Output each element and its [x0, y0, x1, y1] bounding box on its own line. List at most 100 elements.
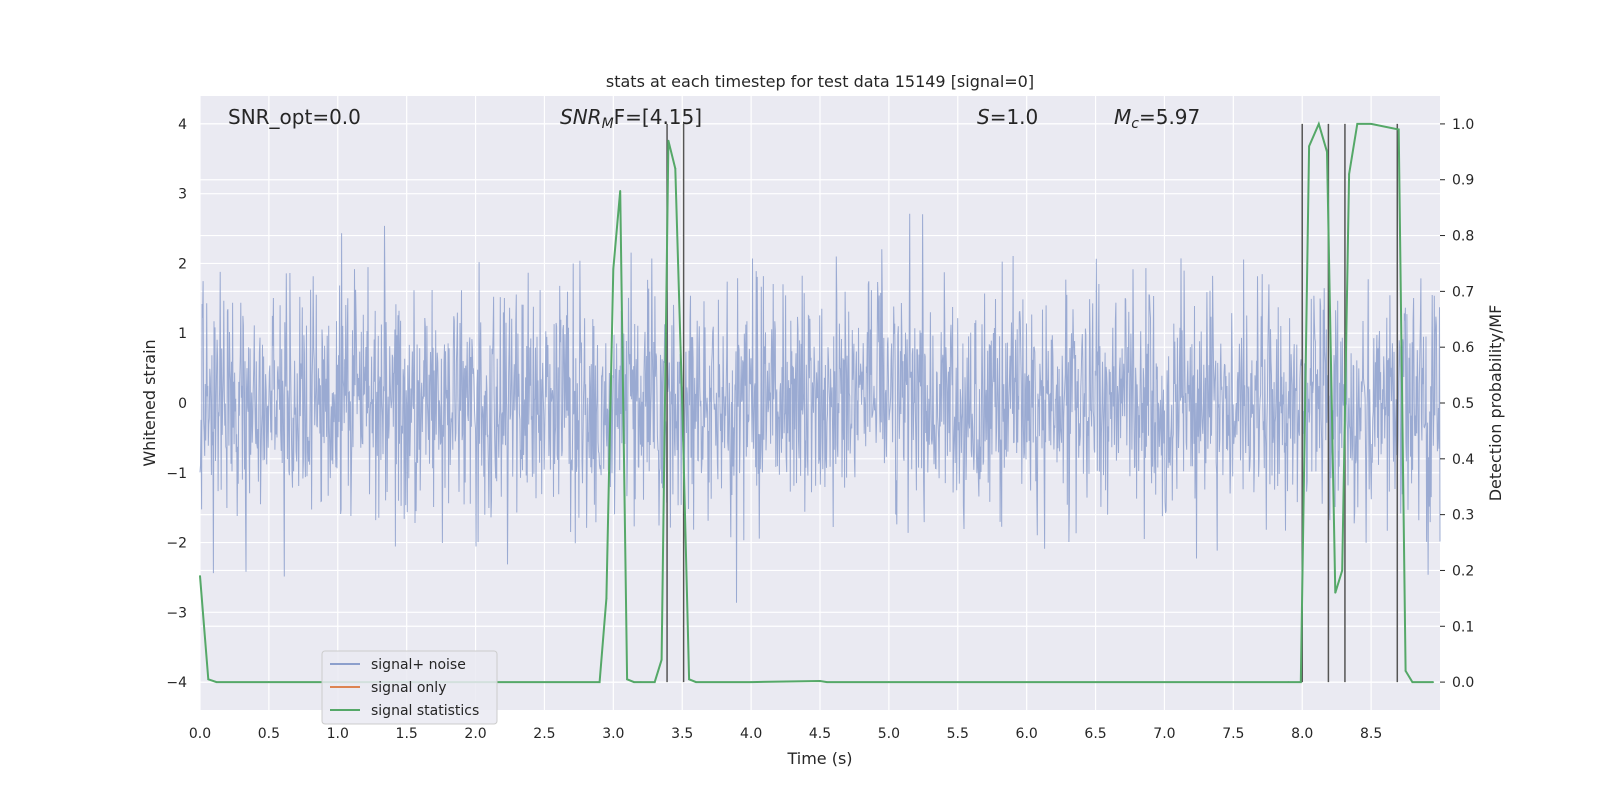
- x-tick-label: 4.5: [809, 726, 831, 742]
- x-tick-label: 2.5: [533, 726, 555, 742]
- y-right-tick-label: 0.0: [1452, 675, 1474, 691]
- x-tick-label: 4.0: [740, 726, 762, 742]
- signal-noise-line: [199, 213, 1441, 603]
- annotation-s: S=1.0: [977, 105, 1038, 129]
- signal-statistics-point: [825, 681, 828, 683]
- annotation-snr-mf: SNRMF=[4.15]: [560, 105, 702, 132]
- y-right-tick-label: 0.8: [1452, 229, 1474, 245]
- x-tick-label: 5.5: [947, 726, 969, 742]
- signal-statistics-point: [1348, 173, 1350, 176]
- signal-statistics-point: [215, 681, 218, 683]
- x-tick-label: 5.0: [878, 726, 900, 742]
- x-tick-label: 6.5: [1084, 726, 1106, 742]
- annotation-s-rest: =1.0: [990, 105, 1039, 129]
- signal-statistics-point: [199, 575, 201, 577]
- chart-title: stats at each timestep for test data 151…: [606, 72, 1034, 91]
- signal-statistics-point: [1317, 123, 1320, 125]
- x-tick-label: 0.0: [189, 726, 211, 742]
- signal-statistics-point: [1334, 591, 1337, 594]
- y-left-tick-label: 3: [178, 187, 187, 203]
- signal-statistics-point: [681, 402, 684, 404]
- y-left-tick-label: 2: [178, 256, 187, 272]
- y-right-tick-label: 0.6: [1452, 340, 1474, 356]
- signal-statistics-point: [1356, 123, 1359, 125]
- annotation-mc-main: M: [1114, 105, 1131, 129]
- signal-statistics-line: [199, 120, 1434, 684]
- signal-statistics-point: [688, 678, 691, 681]
- x-tick-label: 2.0: [464, 726, 486, 742]
- signal-statistics-point: [633, 681, 635, 683]
- signal-statistics-point: [612, 268, 615, 270]
- signal-statistics-point: [1370, 123, 1373, 125]
- signal-noise-series: [199, 213, 1441, 603]
- y-right-tick-label: 0.7: [1452, 284, 1474, 300]
- annotation-mc-sub: c: [1131, 116, 1139, 132]
- y-left-tick-label: 4: [178, 117, 187, 133]
- legend-label-signal-only: signal only: [371, 680, 446, 696]
- tick-labels: 0.0 0.5 1.0 1.5 2.0 2.5 3.0 3.5 4.0 4.5 5.0 5.5 6.0 6…: [166, 117, 1474, 742]
- annotation-s-main: S: [977, 105, 990, 129]
- x-tick-label: 6.0: [1016, 726, 1038, 742]
- signal-statistics-point: [1411, 681, 1414, 683]
- signal-statistics-point: [667, 139, 670, 142]
- signal-statistics-point: [1287, 681, 1290, 683]
- signal-statistics-point: [887, 681, 890, 683]
- x-tick-label: 8.0: [1291, 726, 1313, 742]
- annotation-snr-opt: SNR_opt=0.0: [228, 105, 361, 129]
- legend-label-signal-statistics: signal statistics: [371, 703, 479, 719]
- y-right-tick-label: 0.4: [1452, 452, 1474, 468]
- y-left-tick-label: 0: [178, 396, 187, 412]
- signal-statistics-point: [1404, 670, 1407, 672]
- signal-statistics-point: [1432, 681, 1435, 683]
- x-tick-label: 0.5: [258, 726, 280, 742]
- x-tick-label: 7.0: [1153, 726, 1175, 742]
- x-tick-label: 3.0: [602, 726, 624, 742]
- y-right-tick-label: 0.2: [1452, 563, 1474, 579]
- x-tick-label: 8.5: [1360, 726, 1382, 742]
- signal-statistics-point: [598, 681, 601, 683]
- signal-statistics-point: [1308, 145, 1311, 148]
- y-right-tick-label: 0.5: [1452, 396, 1474, 412]
- y-left-tick-label: −3: [166, 605, 187, 621]
- y-axis-label-left: Whitened strain: [140, 339, 159, 466]
- annotation-mc-rest: =5.97: [1139, 105, 1200, 129]
- signal-statistics-point: [819, 680, 821, 682]
- signal-statistics-series: [199, 120, 1435, 684]
- signal-statistics-point: [267, 681, 270, 683]
- signal-statistics-point: [750, 681, 753, 683]
- signal-statistics-point: [674, 167, 677, 170]
- y-right-tick-label: 0.9: [1452, 173, 1474, 189]
- signal-statistics-point: [1341, 569, 1344, 572]
- y-left-tick-label: 1: [178, 326, 187, 342]
- legend: signal+ noise signal only signal statist…: [321, 650, 498, 725]
- x-tick-label: 1.0: [327, 726, 349, 742]
- x-tick-label: 7.5: [1222, 726, 1244, 742]
- y-left-tick-label: −4: [166, 675, 187, 691]
- signal-statistics-point: [660, 658, 663, 661]
- annotation-snr-mf-sub: M: [602, 116, 614, 132]
- signal-statistics-point: [653, 681, 656, 683]
- signal-statistics-point: [1299, 681, 1302, 683]
- signal-statistics-point: [605, 597, 608, 600]
- x-tick-label: 1.5: [396, 726, 418, 742]
- legend-label-signal-noise: signal+ noise: [371, 657, 466, 673]
- signal-statistics-point: [1326, 150, 1328, 153]
- x-axis-label: Time (s): [786, 749, 852, 768]
- signal-statistics-point: [207, 678, 210, 681]
- signal-statistics-point: [626, 678, 629, 681]
- signal-statistics-point: [619, 189, 622, 192]
- x-tick-label: 3.5: [671, 726, 693, 742]
- y-right-tick-label: 0.3: [1452, 508, 1474, 524]
- y-left-tick-label: −1: [166, 466, 187, 482]
- annotation-snr-mf-main: SNR: [560, 105, 602, 129]
- annotation-mc: Mc=5.97: [1114, 105, 1200, 132]
- y-right-tick-label: 0.1: [1452, 619, 1474, 635]
- y-left-tick-label: −2: [166, 536, 187, 552]
- annotation-snr-mf-rest: F=[4.15]: [614, 105, 702, 129]
- y-axis-label-right: Detection probability/MF: [1486, 305, 1505, 502]
- signal-statistics-point: [1397, 128, 1400, 131]
- signal-statistics-point: [639, 681, 642, 683]
- signal-statistics-point: [695, 681, 697, 683]
- y-right-tick-label: 1.0: [1452, 117, 1474, 133]
